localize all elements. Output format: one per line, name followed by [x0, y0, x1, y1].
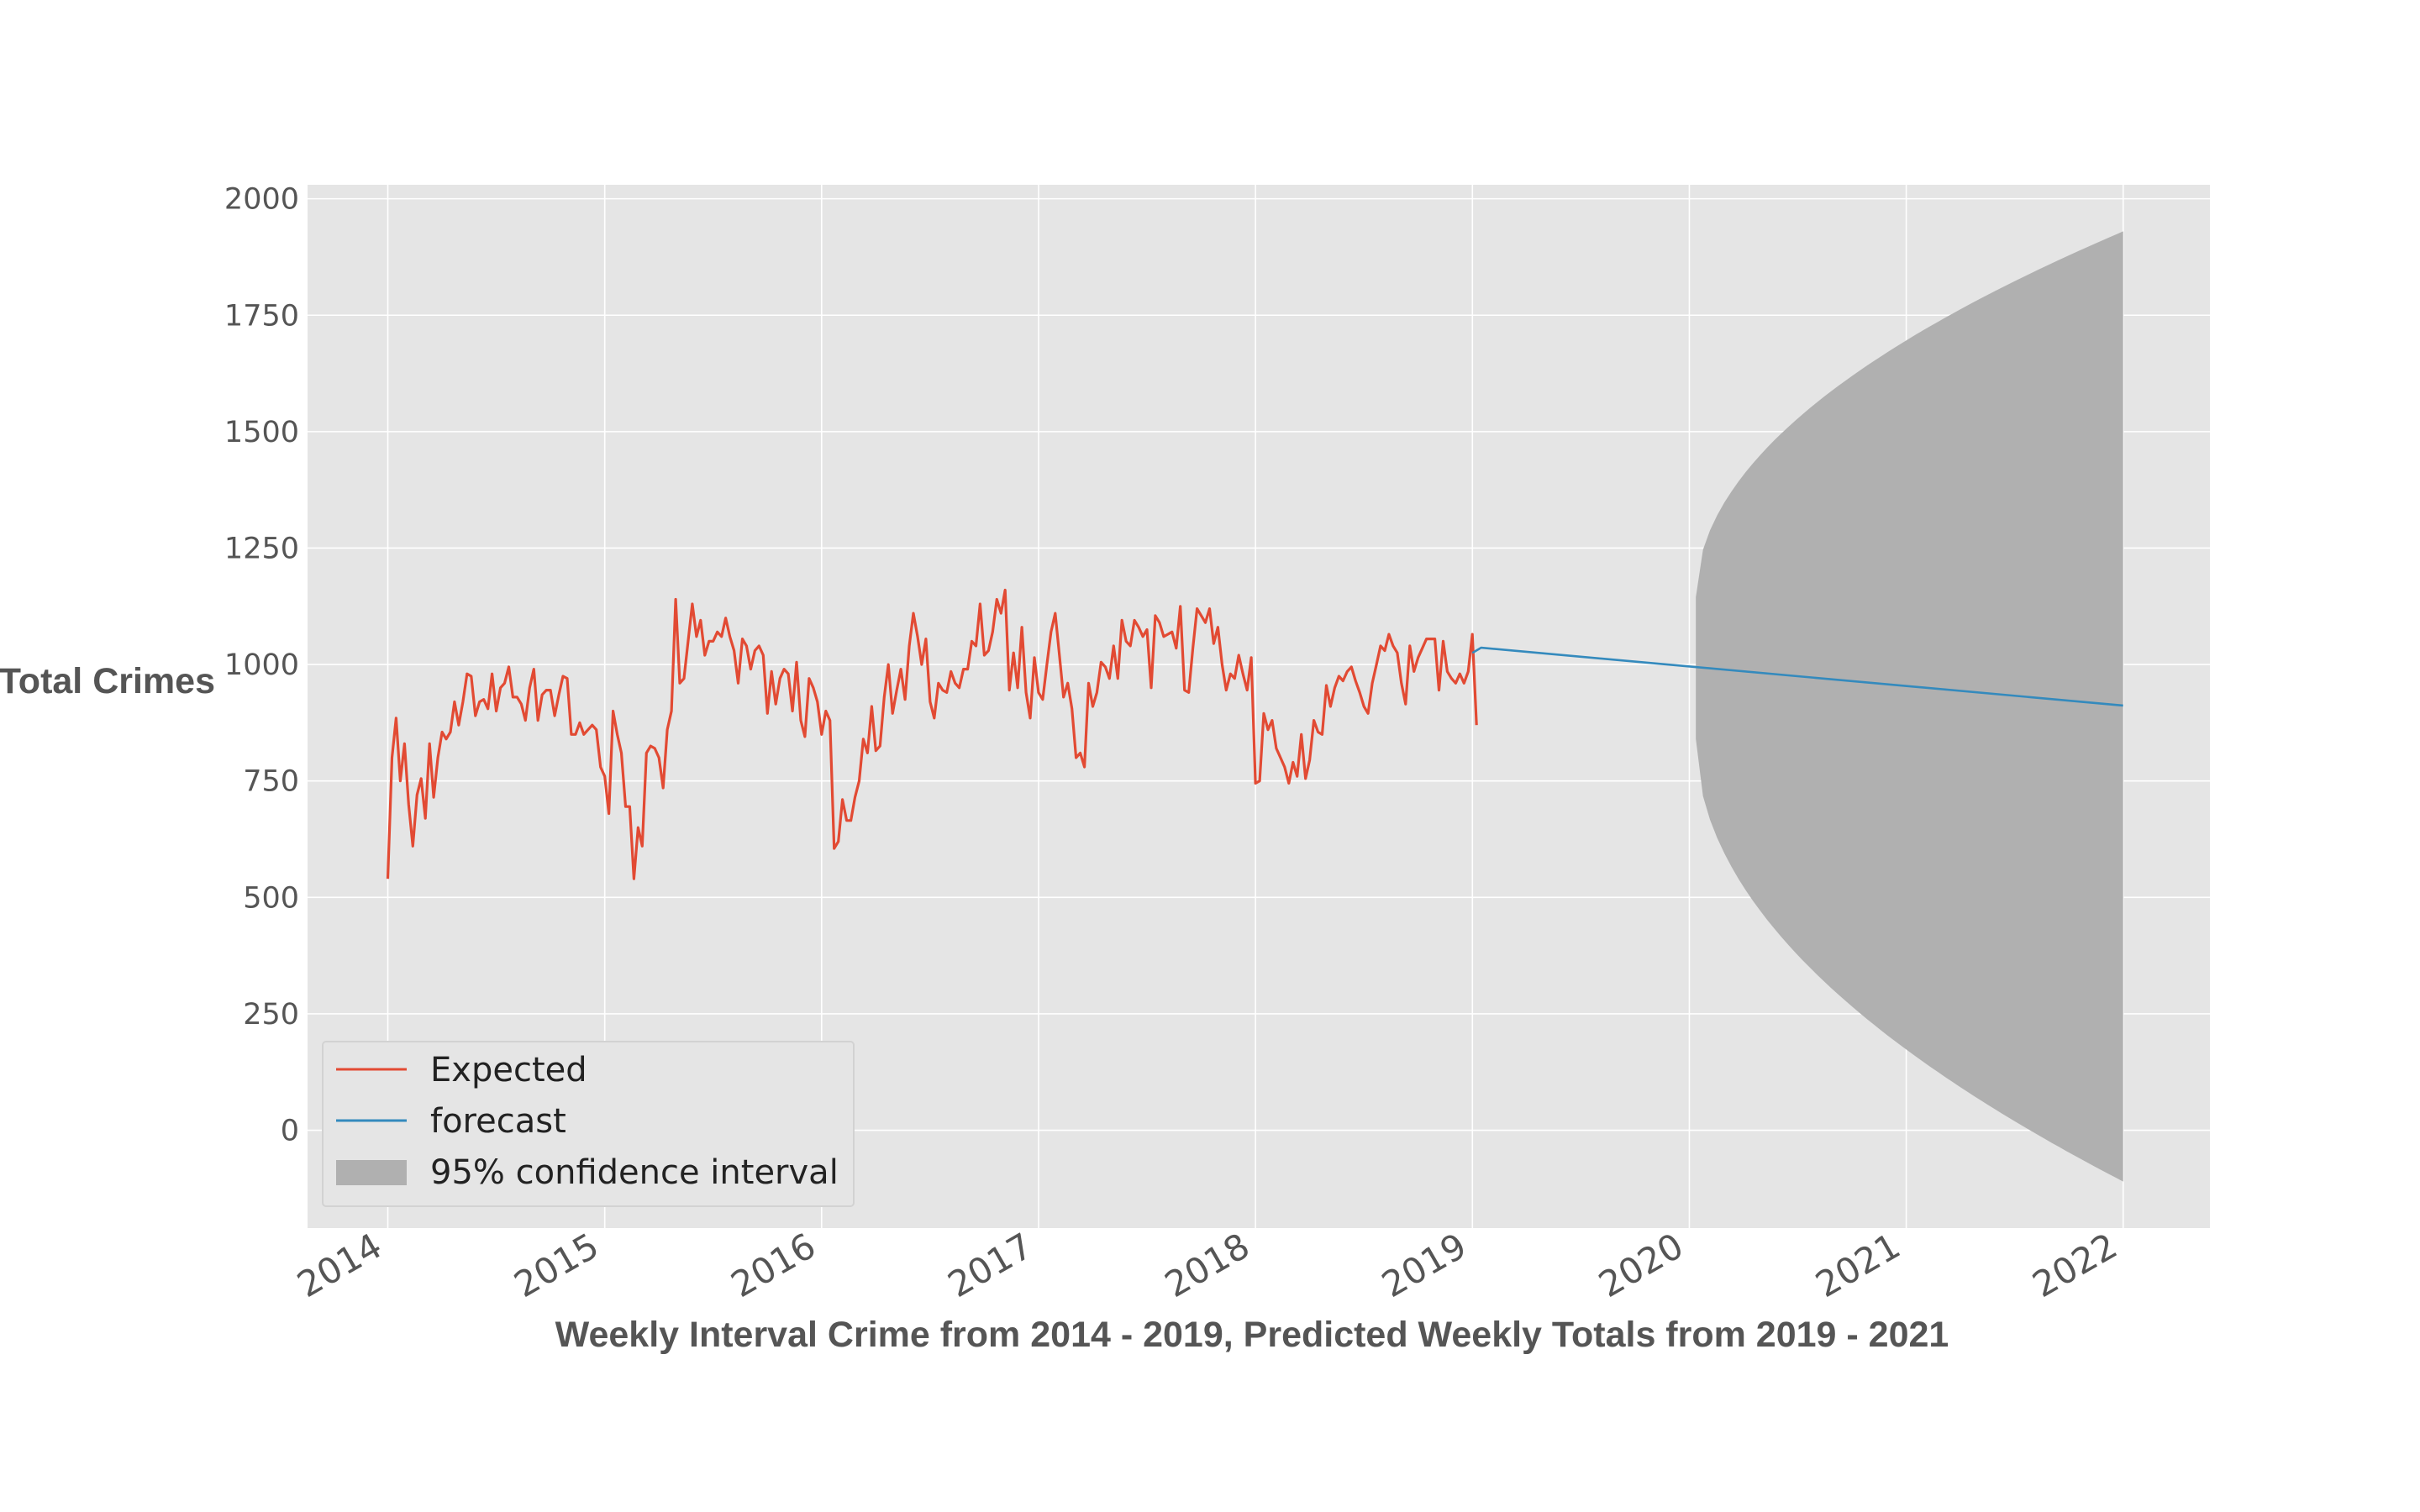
x-tick-labels: 2014 2015 2016 2017 2018 2019 2020 2021 2022 [290, 1225, 2123, 1305]
y-tick-label: 1750 [224, 299, 299, 333]
x-tick-label: 2017 [941, 1225, 1039, 1305]
x-tick-label: 2020 [1591, 1225, 1690, 1305]
forecast-series-line [1471, 646, 2123, 707]
x-tick-label: 2018 [1158, 1225, 1256, 1305]
x-axis-label: Weekly Interval Crime from 2014 - 2019, … [555, 1315, 1949, 1355]
legend: Expected forecast 95% confidence interva… [322, 1041, 855, 1207]
expected-series-line [386, 588, 1478, 880]
legend-swatch-confidence [336, 1160, 407, 1185]
confidence-interval-band [1696, 231, 2123, 1182]
y-tick-label: 1000 [224, 648, 299, 682]
x-tick-label: 2022 [2026, 1225, 2124, 1305]
legend-label-confidence: 95% confidence interval [430, 1153, 839, 1192]
legend-label-expected: Expected [430, 1051, 587, 1089]
confidence-band-layer [1696, 231, 2123, 1182]
y-tick-label: 500 [243, 881, 299, 915]
y-tick-label: 1500 [224, 416, 299, 449]
y-axis-label: Total Crimes [0, 661, 215, 701]
legend-box [322, 1041, 855, 1207]
y-tick-label: 2000 [224, 183, 299, 217]
y-tick-label: 750 [243, 765, 299, 799]
y-tick-label: 0 [281, 1115, 299, 1148]
x-tick-label: 2019 [1375, 1225, 1473, 1305]
y-tick-label: 1250 [224, 532, 299, 565]
x-tick-label: 2021 [1809, 1225, 1907, 1305]
x-tick-label: 2014 [290, 1225, 388, 1305]
legend-label-forecast: forecast [430, 1102, 566, 1141]
x-tick-label: 2015 [508, 1225, 606, 1305]
y-tick-labels: 0 250 500 750 1000 1250 1500 1750 2000 [224, 183, 299, 1148]
series-lines-layer [386, 588, 2123, 880]
y-tick-label: 250 [243, 998, 299, 1032]
x-tick-label: 2016 [724, 1225, 823, 1305]
